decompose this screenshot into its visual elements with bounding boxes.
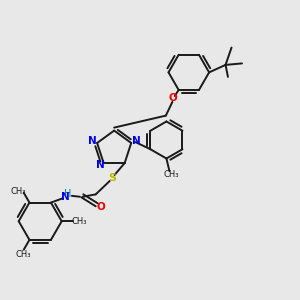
Text: CH₃: CH₃ [10,188,26,196]
Text: H: H [64,189,72,200]
Text: S: S [108,173,116,183]
Text: N: N [132,136,140,146]
Text: O: O [96,202,105,212]
Text: CH₃: CH₃ [163,170,179,179]
Text: CH₃: CH₃ [15,250,31,259]
Text: N: N [96,160,104,170]
Text: O: O [169,93,178,103]
Text: CH₃: CH₃ [71,217,87,226]
Text: N: N [61,192,70,202]
Text: N: N [88,136,97,146]
